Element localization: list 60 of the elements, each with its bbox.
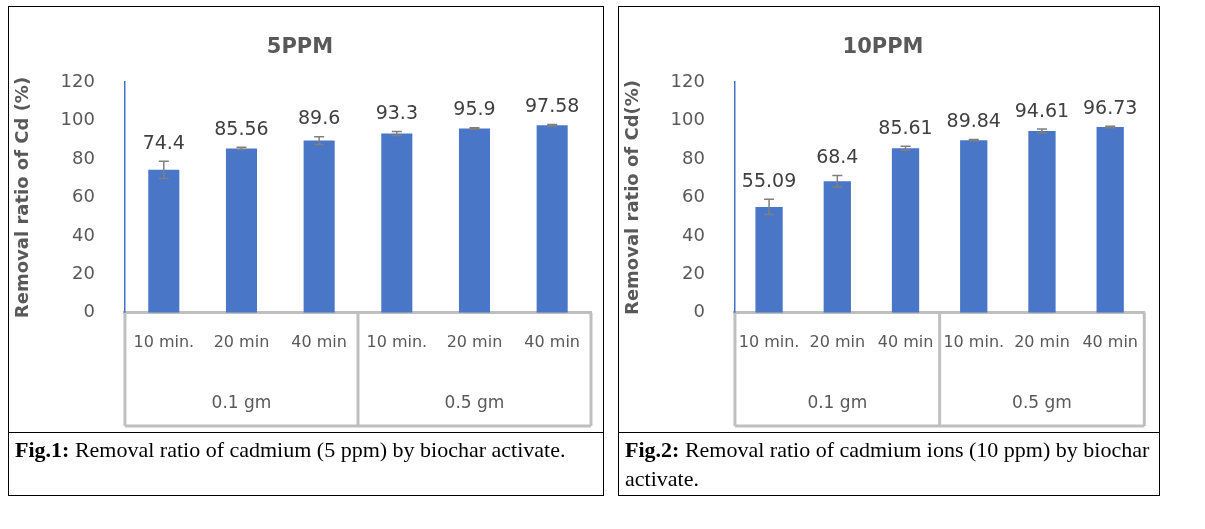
text: 0.5 gm bbox=[444, 392, 505, 413]
y-tick-label: 120 bbox=[60, 69, 95, 91]
y-tick-label: 100 bbox=[670, 108, 705, 130]
bar bbox=[536, 125, 568, 313]
data-label: 55.09 bbox=[741, 168, 797, 191]
bar bbox=[225, 148, 257, 313]
x-tick-label: 40 min bbox=[291, 331, 347, 351]
data-label: 85.61 bbox=[878, 115, 933, 138]
y-tick-label: 40 bbox=[682, 223, 705, 245]
bar bbox=[755, 206, 783, 313]
data-label: 85.56 bbox=[214, 116, 269, 139]
x-tick-label: 10 min. bbox=[738, 331, 800, 351]
y-axis-title: Removal ratio of Cd(%) bbox=[621, 80, 643, 315]
data-label: 68.4 bbox=[816, 145, 859, 168]
bar bbox=[303, 140, 335, 313]
y-tick-label: 20 bbox=[682, 262, 705, 284]
data-label: 74.4 bbox=[142, 130, 185, 153]
bar bbox=[458, 128, 491, 313]
y-tick-label: 20 bbox=[72, 262, 95, 284]
bar bbox=[891, 148, 920, 313]
chart-title: 5PPM bbox=[266, 34, 334, 59]
data-label: 94.61 bbox=[1014, 98, 1070, 121]
x-tick-label: 20 min bbox=[446, 331, 503, 351]
bar bbox=[960, 140, 988, 313]
y-tick-label: 120 bbox=[670, 69, 705, 91]
chart-title: 10PPM bbox=[842, 34, 924, 59]
text: 0.1 gm bbox=[211, 392, 272, 413]
text: 0.1 gm bbox=[807, 392, 868, 413]
data-label: 89.6 bbox=[297, 106, 341, 129]
caption: Fig.1: Removal ratio of cadmium (5 ppm) by biochar activate. bbox=[9, 432, 603, 466]
x-tick-label: 20 min bbox=[213, 331, 270, 351]
x-tick-label: 40 min bbox=[877, 331, 934, 351]
y-tick-label: 100 bbox=[60, 108, 95, 130]
y-axis-title: Removal ratio of Cd (%) bbox=[11, 76, 33, 319]
y-tick-label: 0 bbox=[693, 300, 705, 322]
x-tick-label: 20 min bbox=[1014, 331, 1070, 351]
bar bbox=[1028, 130, 1056, 313]
data-label: 96.73 bbox=[1082, 95, 1138, 118]
data-label: 95.9 bbox=[453, 97, 496, 120]
data-label: 89.84 bbox=[946, 109, 1001, 132]
y-tick-label: 40 bbox=[72, 223, 95, 245]
text: 0.5 gm bbox=[1012, 392, 1072, 413]
x-tick-label: 40 min bbox=[524, 331, 580, 351]
y-tick-label: 80 bbox=[682, 146, 705, 168]
bar bbox=[1096, 126, 1124, 313]
x-tick-label: 10 min. bbox=[366, 331, 428, 351]
bar bbox=[148, 169, 180, 313]
data-label: 93.3 bbox=[375, 101, 418, 124]
bar bbox=[381, 133, 413, 313]
y-tick-label: 60 bbox=[682, 185, 705, 207]
y-tick-label: 0 bbox=[83, 300, 95, 322]
data-label: 97.58 bbox=[524, 93, 580, 116]
y-tick-label: 60 bbox=[72, 185, 95, 207]
x-tick-label: 10 min. bbox=[943, 331, 1005, 351]
x-tick-label: 20 min bbox=[809, 331, 866, 351]
x-tick-label: 40 min bbox=[1082, 331, 1138, 351]
caption: Fig.2: Removal ratio of cadmium ions (10 ppm) by biochar activate. bbox=[619, 432, 1159, 495]
y-tick-label: 80 bbox=[72, 146, 95, 168]
x-tick-label: 10 min. bbox=[133, 331, 195, 351]
bar bbox=[823, 181, 851, 313]
